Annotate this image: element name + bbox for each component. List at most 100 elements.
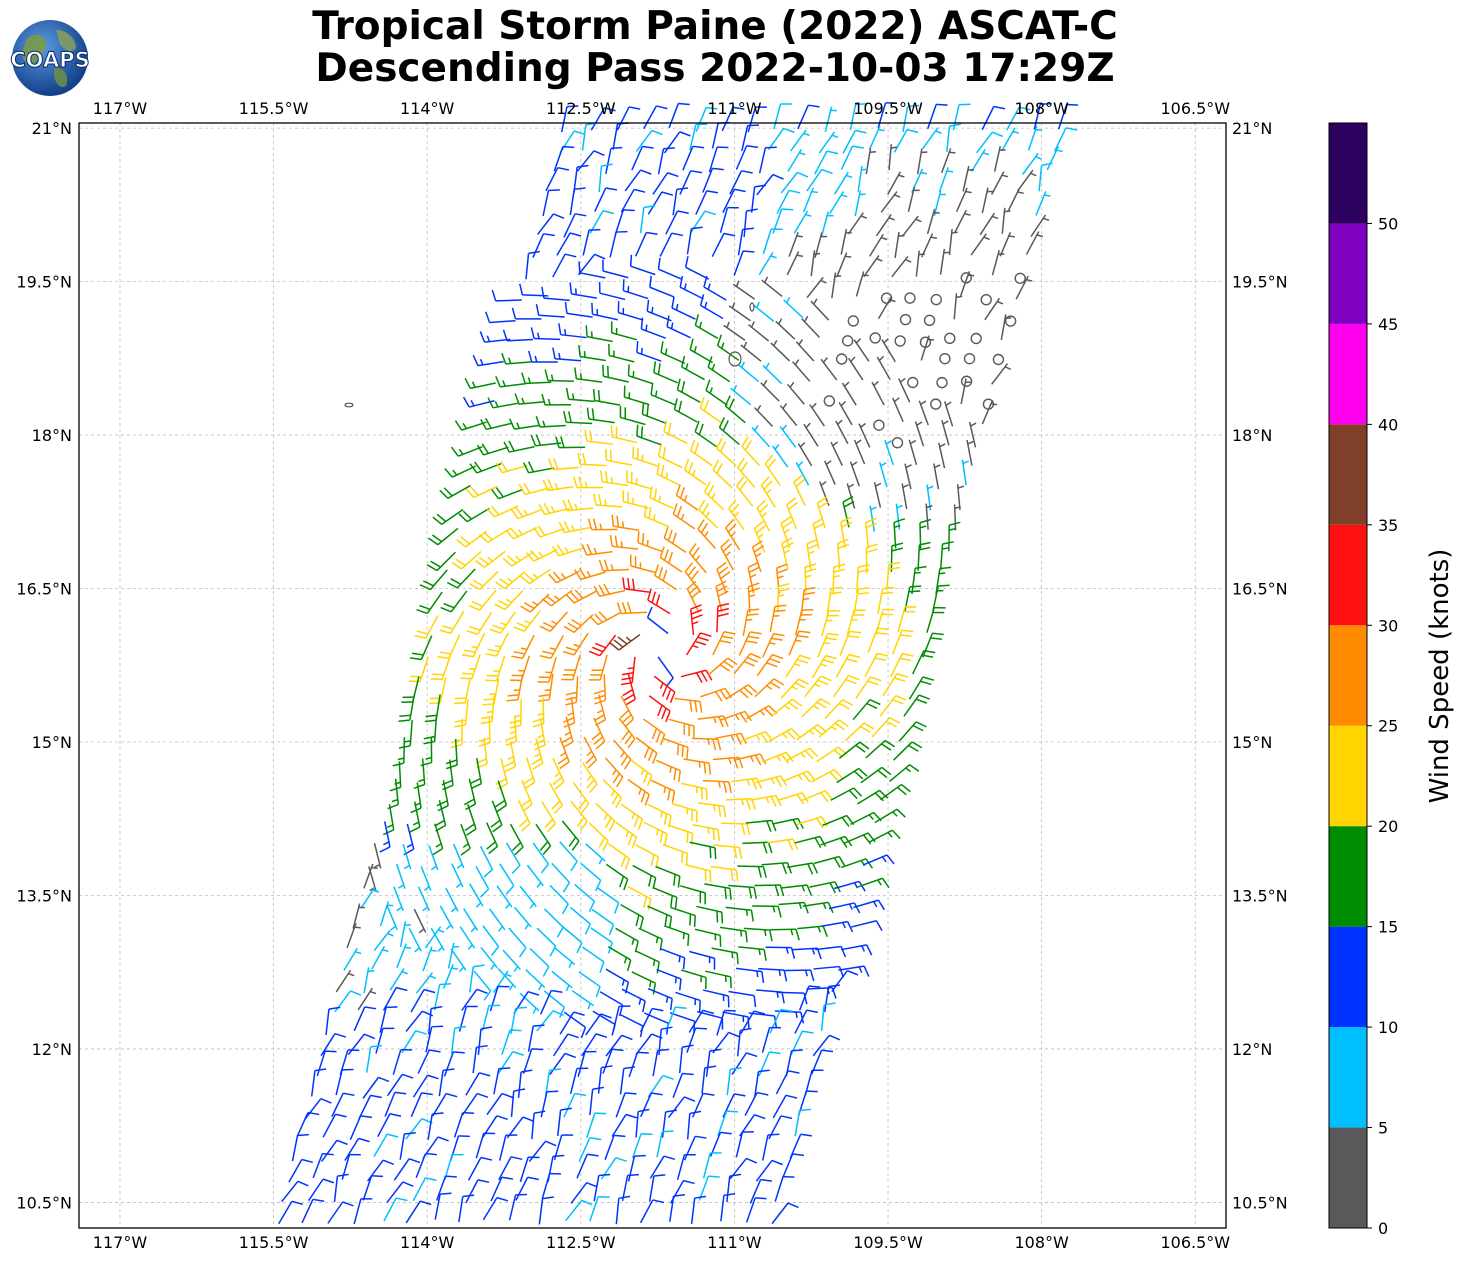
wind-barb-feather — [569, 282, 573, 294]
wind-barb — [461, 551, 482, 570]
wind-barb — [535, 823, 552, 847]
wind-barb-half-feather — [373, 863, 381, 869]
wind-barb-half-feather — [730, 531, 736, 537]
wind-barb-half-feather — [766, 685, 773, 690]
wind-barb — [675, 991, 701, 1002]
wind-barb-half-feather — [740, 798, 745, 806]
wind-barb-feather — [769, 1051, 781, 1055]
wind-barb-feather — [613, 639, 624, 648]
wind-barb — [320, 1033, 336, 1057]
wind-barb — [554, 947, 576, 966]
wind-barb — [495, 299, 522, 302]
wind-barb-feather — [657, 704, 663, 717]
wind-barb-feather — [670, 895, 673, 907]
wind-barb-feather — [439, 982, 452, 986]
wind-barb-feather — [633, 815, 639, 828]
wind-barb-feather — [716, 910, 719, 923]
wind-barb — [991, 363, 1009, 385]
wind-barb-feather — [580, 1026, 587, 1039]
wind-barb — [525, 253, 530, 280]
wind-barb — [591, 908, 614, 926]
wind-barb — [375, 1028, 384, 1054]
wind-barb-half-feather — [404, 946, 412, 949]
wind-barb-feather — [858, 767, 868, 777]
wind-barb-half-feather — [532, 573, 539, 579]
wind-barb — [429, 569, 448, 591]
wind-barb-half-feather — [919, 525, 927, 529]
wind-barb — [552, 1033, 569, 1057]
wind-barb — [705, 389, 728, 406]
wind-barb-feather — [695, 1027, 708, 1030]
wind-barb-feather — [419, 584, 431, 591]
tick-label-lon-top: 111°W — [707, 99, 762, 118]
wind-barb-feather — [565, 691, 578, 696]
wind-barb-feather — [716, 585, 728, 593]
wind-barb-feather — [350, 990, 362, 996]
wind-barb-feather — [527, 990, 540, 996]
wind-barb-feather — [738, 847, 743, 859]
wind-barb-feather — [531, 757, 542, 765]
wind-barb-feather — [759, 504, 769, 513]
wind-barb-feather — [510, 1156, 523, 1161]
wind-barb-feather — [563, 717, 575, 723]
wind-barb — [778, 991, 805, 994]
wind-barb — [831, 970, 848, 993]
wind-barb-feather — [801, 792, 809, 803]
wind-barb-feather — [870, 676, 882, 682]
colorbar-label: Wind Speed (knots) — [1425, 549, 1455, 804]
wind-barb-feather — [804, 563, 817, 568]
wind-barb — [880, 191, 898, 213]
wind-barb — [395, 863, 406, 889]
wind-barb-half-feather — [587, 1003, 591, 1010]
wind-barb — [600, 1157, 617, 1180]
wind-barb-feather — [891, 542, 904, 547]
wind-barb-feather — [461, 653, 474, 658]
wind-barb-feather — [600, 1013, 612, 1019]
wind-barb — [599, 991, 623, 1006]
wind-barb-half-feather — [610, 790, 616, 797]
wind-barb-feather — [576, 942, 583, 954]
wind-barb-feather — [415, 1030, 427, 1035]
wind-barb-half-feather — [1004, 210, 1011, 213]
wind-barb-feather — [640, 317, 644, 330]
wind-barb — [576, 378, 603, 383]
wind-barb-half-feather — [790, 929, 794, 936]
wind-barb-feather — [675, 484, 681, 496]
wind-barb — [1001, 127, 1016, 151]
wind-barb — [513, 906, 532, 928]
wind-barb — [914, 421, 925, 447]
wind-barb-half-feather — [354, 926, 361, 929]
wind-barb-feather — [802, 1030, 814, 1034]
wind-barb-half-feather — [538, 551, 544, 558]
wind-barb — [761, 1134, 769, 1161]
wind-barb-feather — [658, 567, 664, 579]
wind-barb-feather — [708, 1175, 720, 1178]
wind-barb-half-feather — [770, 778, 775, 785]
wind-barb-feather — [595, 1033, 608, 1039]
wind-barb-feather — [520, 823, 531, 832]
wind-barb-feather — [629, 254, 633, 267]
wind-barb — [585, 1013, 602, 1036]
wind-barb-half-feather — [479, 358, 484, 366]
wind-barb-feather — [567, 1033, 579, 1039]
wind-barb — [373, 843, 382, 869]
wind-barb — [571, 293, 598, 299]
wind-barb-feather — [398, 719, 410, 722]
wind-barb — [692, 1093, 704, 1118]
wind-barb — [434, 1193, 441, 1220]
wind-barb — [606, 459, 633, 466]
wind-barb — [596, 887, 620, 904]
wind-barb-half-feather — [695, 555, 701, 561]
wind-barb-half-feather — [554, 482, 559, 490]
wind-barb-feather — [462, 510, 472, 520]
wind-barb-feather — [771, 637, 783, 641]
wind-barb — [697, 802, 724, 807]
wind-barb-half-feather — [653, 514, 656, 521]
wind-barb-feather — [783, 127, 795, 134]
wind-barb — [521, 634, 535, 659]
wind-barb-feather — [865, 517, 877, 524]
wind-barb-feather — [570, 591, 580, 602]
wind-barb-feather — [518, 484, 526, 495]
wind-barb — [459, 926, 476, 949]
wind-barb — [787, 149, 803, 173]
